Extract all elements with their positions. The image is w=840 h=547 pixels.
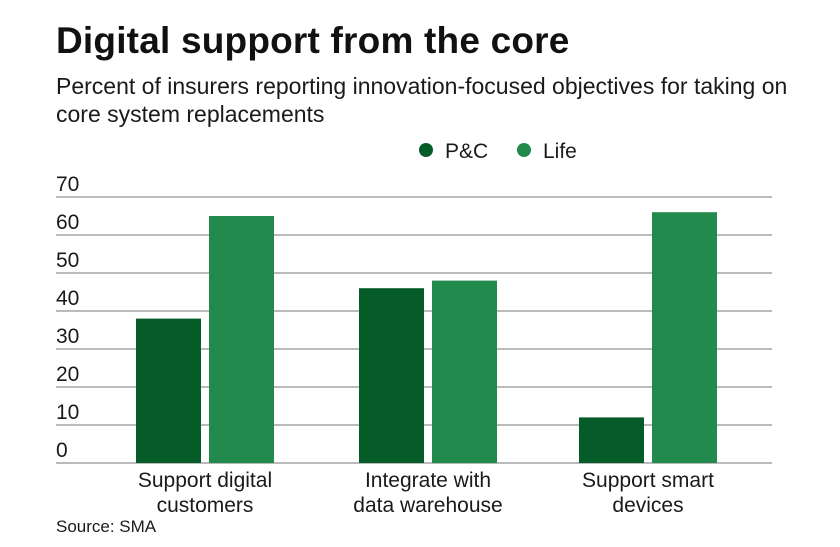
legend-swatch xyxy=(419,143,433,157)
bar-life-1 xyxy=(432,280,497,463)
y-tick-label: 10 xyxy=(56,401,79,424)
y-tick-label: 20 xyxy=(56,363,79,386)
bar-life-2 xyxy=(652,212,717,463)
y-tick-label: 30 xyxy=(56,325,79,348)
bars xyxy=(136,212,717,463)
x-category-label: Support smart xyxy=(582,469,714,492)
y-tick-label: 50 xyxy=(56,249,79,272)
bar-life-0 xyxy=(209,216,274,463)
chart-subtitle: Percent of insurers reporting innovation… xyxy=(56,73,788,127)
y-tick-label: 40 xyxy=(56,287,79,310)
y-tick-label: 70 xyxy=(56,173,79,196)
legend-label: P&C xyxy=(445,140,488,163)
x-category-label: Integrate with xyxy=(365,469,491,492)
x-category-label: Support digital xyxy=(138,469,272,492)
y-tick-label: 0 xyxy=(56,439,68,462)
legend: P&C Life xyxy=(419,140,577,163)
y-axis-ticks: 0 10 20 30 40 50 60 70 xyxy=(56,173,79,462)
x-category-label: data warehouse xyxy=(353,494,502,517)
source-note: Source: SMA xyxy=(56,517,157,536)
bar-pc-0 xyxy=(136,318,201,463)
legend-swatch xyxy=(517,143,531,157)
bar-pc-1 xyxy=(359,288,424,463)
y-tick-label: 60 xyxy=(56,211,79,234)
legend-label: Life xyxy=(543,140,577,163)
x-category-label: devices xyxy=(612,494,683,517)
x-category-label: customers xyxy=(157,494,254,517)
chart-title: Digital support from the core xyxy=(56,20,570,61)
bar-pc-2 xyxy=(579,417,644,463)
